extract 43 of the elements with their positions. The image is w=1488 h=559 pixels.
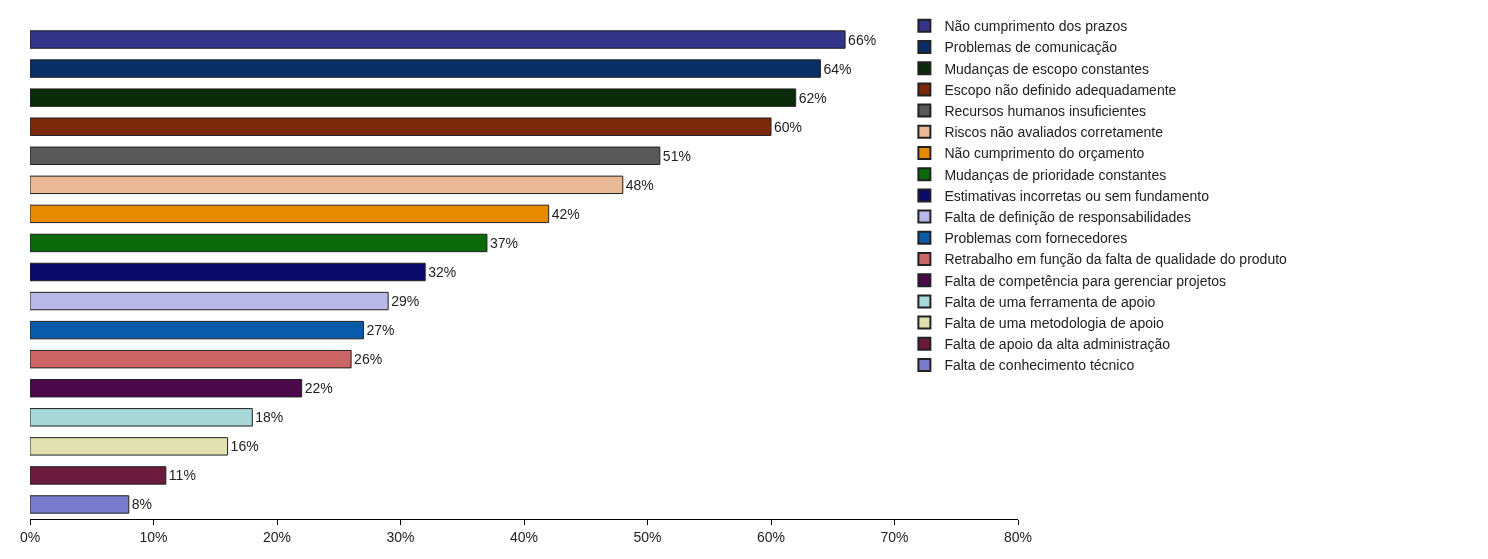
legend-label: Falta de apoio da alta administração [944,336,1171,353]
data-label: 18% [255,409,284,426]
legend-label: Problemas de comunicação [944,39,1118,56]
x-tick-label: 40% [509,528,539,545]
legend-label: Falta de uma metodologia de apoio [944,315,1165,332]
legend-label: Riscos não avaliados corretamente [944,124,1164,141]
legend-label: Falta de competência para gerenciar projetos [944,272,1227,289]
legend-label: Problemas com fornecedores [944,230,1128,247]
legend-label: Falta de conhecimento técnico [944,357,1135,374]
data-label: 11% [168,467,196,484]
legend-label: Não cumprimento dos prazos [944,18,1128,35]
data-label: 66% [848,31,877,48]
data-label: 16% [230,438,259,455]
data-label: 29% [391,293,420,310]
data-label: 42% [551,205,580,222]
data-label: 51% [662,147,691,164]
x-tick-label: 30% [386,528,415,545]
legend-label: Mudanças de prioridade constantes [944,166,1167,183]
x-tick-label: 80% [1003,528,1033,545]
data-label: 26% [354,351,383,368]
x-tick-label: 50% [633,528,662,545]
data-label: 27% [366,322,395,339]
legend-label: Retrabalho em função da falta de qualidade do produto [944,251,1288,268]
data-label: 37% [489,234,518,251]
x-tick-label: 60% [756,528,786,545]
data-label: 62% [798,89,827,106]
legend-label: Falta de uma ferramenta de apoio [944,293,1156,310]
x-tick-label: 20% [262,528,292,545]
data-label: 64% [823,60,852,77]
data-label: 60% [774,118,803,135]
x-tick-label: 10% [139,528,168,545]
x-tick-label: 0% [19,528,41,545]
legend-label: Não cumprimento do orçamento [944,145,1145,162]
legend-label: Escopo não definido adequadamente [944,81,1177,98]
legend-label: Falta de definição de responsabilidades [944,209,1192,226]
x-tick-label: 70% [880,528,909,545]
legend-label: Recursos humanos insuficientes [944,103,1146,120]
legend-label: Mudanças de escopo constantes [944,60,1150,77]
data-label: 32% [428,264,457,280]
legend-label: Estimativas incorretas ou sem fundamento [944,187,1210,204]
data-label: 8% [131,496,153,513]
data-label: 48% [625,176,654,193]
data-label: 22% [304,380,333,397]
